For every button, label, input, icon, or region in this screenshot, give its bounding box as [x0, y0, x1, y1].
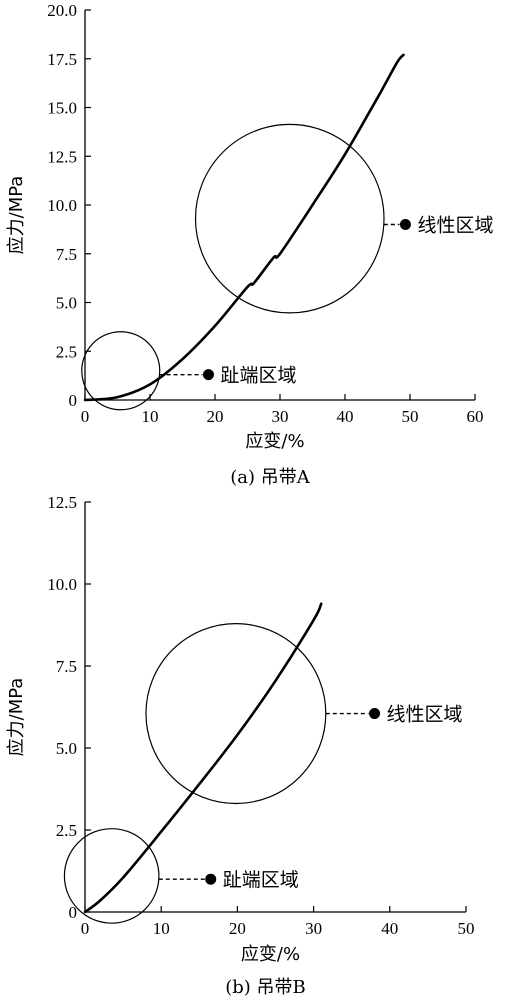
x-tick-label: 40 [337, 407, 354, 426]
y-tick-label: 15.0 [47, 99, 77, 118]
y-tick-label: 5.0 [56, 294, 77, 313]
y-tick-label: 2.5 [56, 821, 77, 840]
y-tick-label: 0 [69, 903, 78, 922]
y-tick-label: 10.0 [47, 196, 77, 215]
region-circle [145, 623, 327, 805]
y-tick-label: 2.5 [56, 342, 77, 361]
region-label: 趾端区域 [223, 869, 299, 891]
region-circle [194, 123, 385, 314]
chart-a: 0 10 20 30 40 50 60 0 2.5 5.0 7.5 10.0 12.5 15.0 17.5 2… [6, 1, 493, 488]
region-label: 线性区域 [387, 704, 463, 726]
region-marker-dot [399, 219, 411, 230]
x-tick-label: 20 [229, 919, 246, 938]
x-axis-label: 应变/% [245, 431, 304, 452]
region-label: 线性区域 [417, 215, 493, 237]
region-marker-dot [203, 369, 214, 381]
region-circle [81, 331, 161, 411]
x-tick-label: 50 [402, 407, 419, 426]
region-circle [63, 828, 160, 924]
chart-b: 0 10 20 30 40 50 0 2.5 5.0 7.5 10.0 12.5 应变/% 应力/MPa (… [6, 493, 475, 998]
y-axis-label: 应力/MPa [6, 678, 27, 757]
region-marker-dot [369, 708, 381, 720]
y-tick-label: 0 [69, 391, 78, 410]
y-tick-label: 12.5 [47, 493, 77, 512]
stress-strain-curve [83, 53, 405, 402]
x-tick-label: 0 [81, 407, 90, 426]
x-axis-label: 应变/% [241, 944, 300, 965]
y-tick-label: 7.5 [56, 245, 77, 264]
x-tick-label: 10 [142, 407, 159, 426]
region-marker-dot [205, 873, 217, 885]
stress-strain-curve [83, 602, 323, 914]
y-tick-label: 12.5 [47, 147, 77, 166]
x-tick-label: 60 [467, 407, 484, 426]
x-tick-label: 0 [81, 919, 90, 938]
x-tick-label: 20 [207, 407, 224, 426]
y-tick-label: 20.0 [47, 1, 77, 20]
x-tick-label: 50 [458, 919, 475, 938]
x-tick-label: 30 [272, 407, 289, 426]
y-tick-label: 10.0 [47, 575, 77, 594]
y-tick-label: 17.5 [47, 50, 77, 69]
chart-caption: (b) 吊带B [225, 977, 306, 998]
y-tick-label: 7.5 [56, 657, 77, 676]
y-axis-label: 应力/MPa [6, 176, 27, 255]
chart-caption: (a) 吊带A [230, 467, 310, 488]
y-tick-label: 5.0 [56, 739, 77, 758]
region-label: 趾端区域 [221, 365, 297, 387]
x-tick-label: 10 [153, 919, 170, 938]
x-tick-label: 40 [381, 919, 398, 938]
x-tick-label: 30 [305, 919, 322, 938]
